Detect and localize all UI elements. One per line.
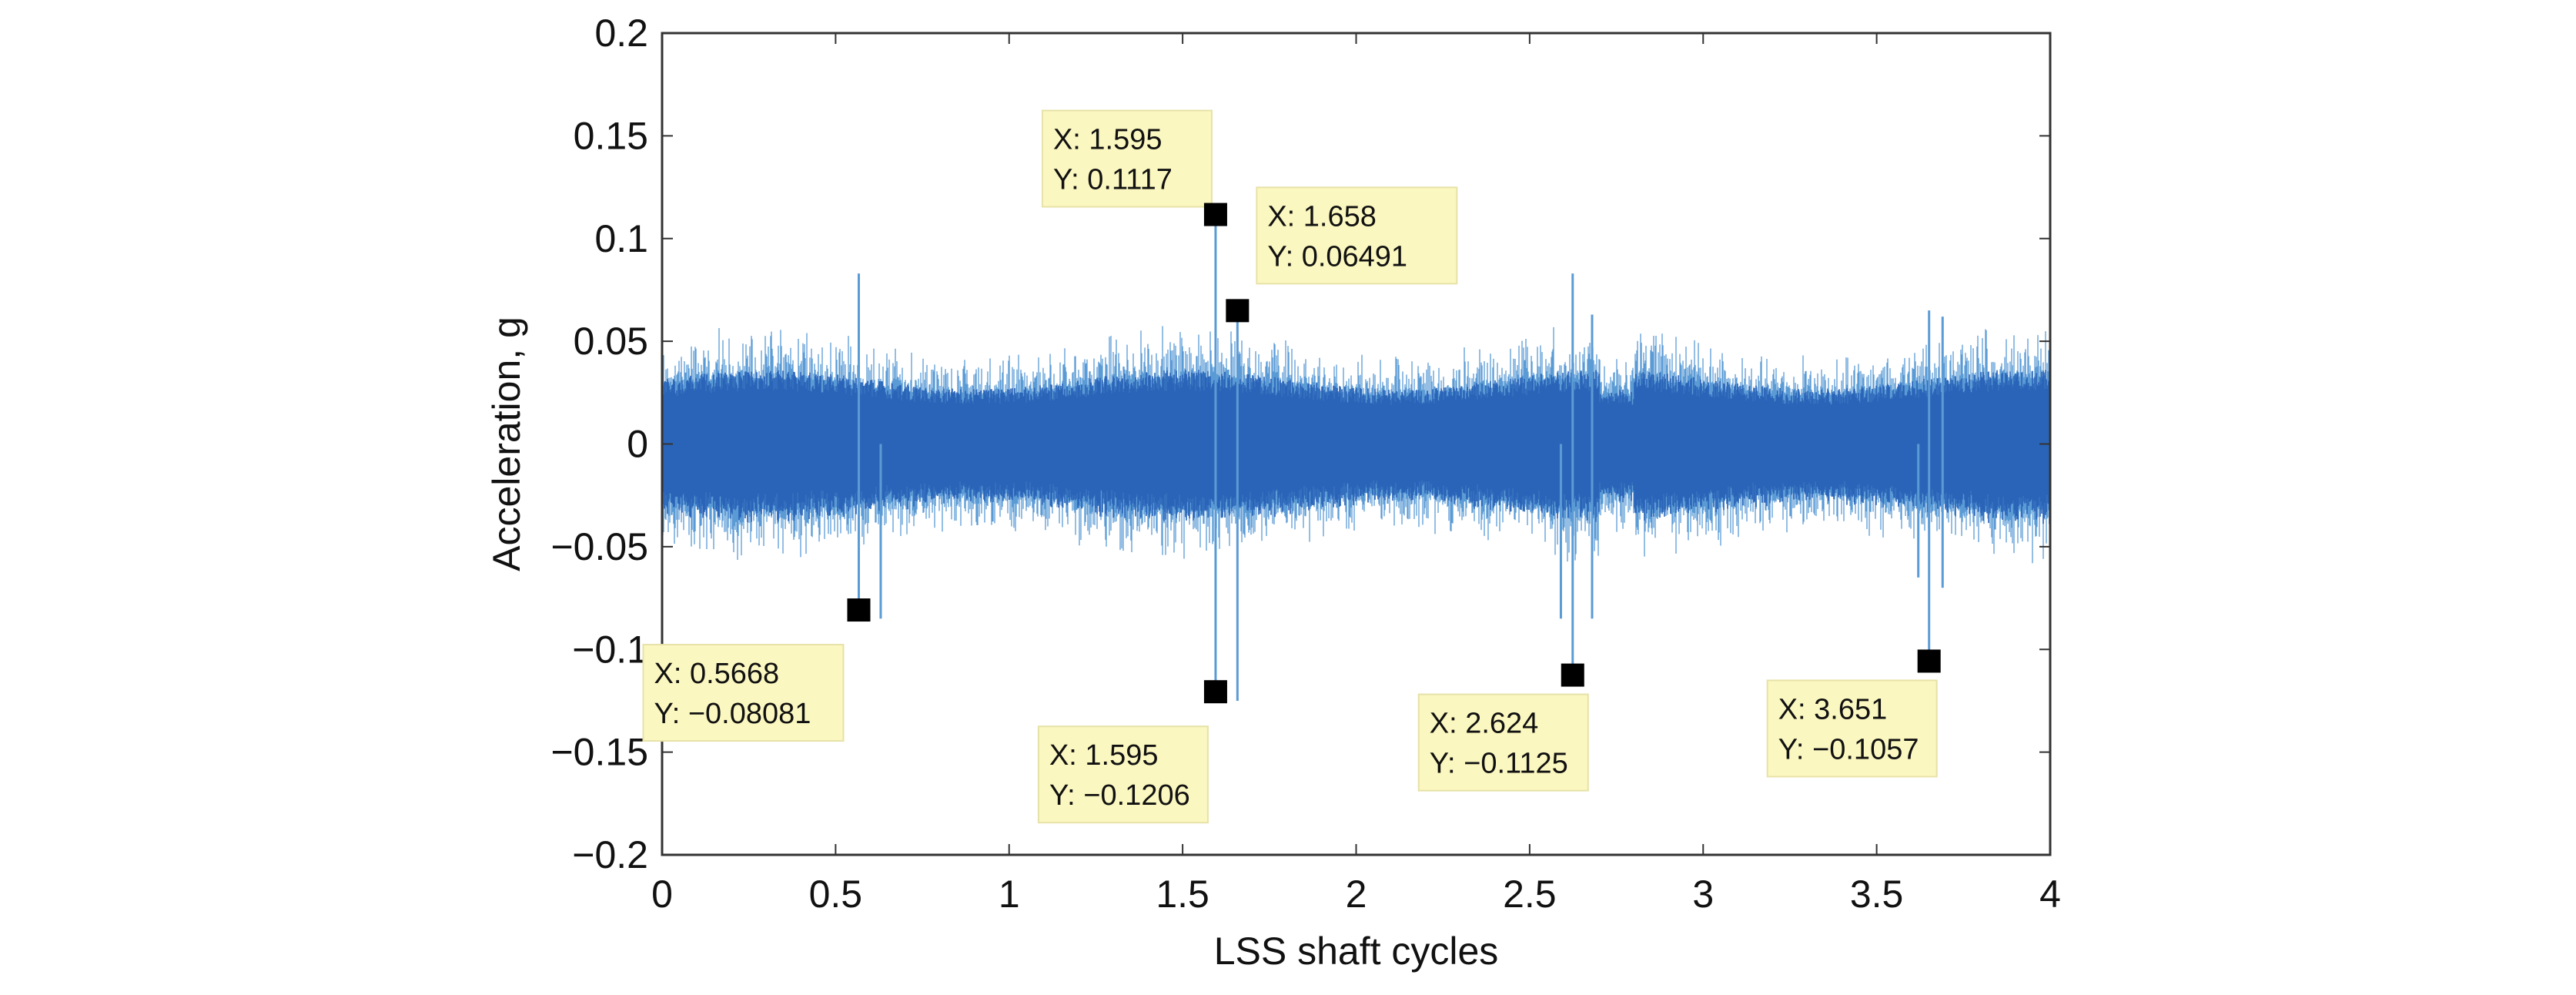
x-tick-label: 3 xyxy=(1692,873,1714,916)
datatip-y: Y: −0.1125 xyxy=(1430,748,1568,780)
datatip-box xyxy=(642,644,845,742)
datatip-x: X: 2.624 xyxy=(1430,708,1539,740)
x-tick-label: 0.5 xyxy=(809,873,863,916)
axis-ticks: 0 0.5 1 1.5 2 2.5 3 3.5 4 0.2 0.15 0.1 0.05 0 −0.05 −0.… xyxy=(550,12,2060,916)
x-tick-label: 2.5 xyxy=(1503,873,1557,916)
x-tick-label: 0 xyxy=(651,873,673,916)
datatip-x: X: 1.595 xyxy=(1049,739,1159,772)
y-tick-label: 0 xyxy=(627,423,648,466)
x-tick-label: 1.5 xyxy=(1156,873,1209,916)
y-tick-label: −0.2 xyxy=(572,833,648,876)
datatip-marker xyxy=(1917,649,1941,673)
y-tick-label: 0.2 xyxy=(594,12,648,55)
datatip-x: X: 1.595 xyxy=(1053,124,1163,156)
x-tick-label: 4 xyxy=(2039,873,2061,916)
y-tick-label: −0.15 xyxy=(550,731,648,774)
datatip-box xyxy=(1417,693,1589,792)
datatip-y: Y: 0.1117 xyxy=(1053,164,1173,196)
datatip-box xyxy=(1041,109,1213,208)
datatip-box xyxy=(1766,679,1938,778)
y-tick-label: −0.1 xyxy=(572,628,648,671)
y-tick-label: 0.05 xyxy=(574,320,648,363)
datatip-marker xyxy=(1561,663,1584,687)
datatip-marker xyxy=(1203,203,1227,226)
datatip-x: X: 0.5668 xyxy=(654,658,779,690)
datatip-y: Y: −0.08081 xyxy=(654,698,811,730)
datatip-y: Y: −0.1206 xyxy=(1049,779,1190,812)
signal-trace xyxy=(662,214,2050,701)
x-tick-label: 2 xyxy=(1346,873,1367,916)
datatip-marker xyxy=(1203,680,1227,704)
y-tick-label: −0.05 xyxy=(550,525,648,568)
y-tick-label: 0.1 xyxy=(594,217,648,260)
datatip-marker xyxy=(847,598,871,622)
datatip-x: X: 3.651 xyxy=(1778,693,1888,725)
datatip-x: X: 1.658 xyxy=(1267,200,1377,233)
x-tick-label: 1 xyxy=(999,873,1020,916)
datatip-y: Y: 0.06491 xyxy=(1267,240,1407,273)
datatip-y: Y: −0.1057 xyxy=(1778,733,1919,766)
y-tick-label: 0.15 xyxy=(574,114,648,157)
x-tick-label: 3.5 xyxy=(1850,873,1904,916)
datatip-marker xyxy=(1226,299,1250,323)
x-axis-label: LSS shaft cycles xyxy=(1214,930,1499,973)
datatip-box xyxy=(1256,186,1458,285)
y-axis-label: Acceleration, g xyxy=(485,317,528,571)
datatips: X: 1.595 Y: 0.1117 X: 1.658 Y: 0.06491 X: 0.… xyxy=(642,109,1941,824)
datatip-box xyxy=(1037,725,1209,824)
